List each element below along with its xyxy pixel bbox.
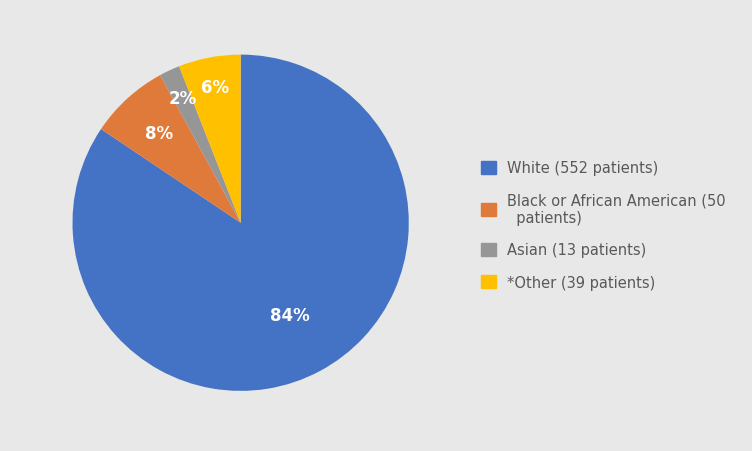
Wedge shape [160, 67, 241, 223]
Text: 84%: 84% [270, 306, 310, 324]
Text: 6%: 6% [201, 79, 229, 97]
Wedge shape [101, 76, 241, 223]
Text: 2%: 2% [168, 90, 196, 108]
Legend: White (552 patients), Black or African American (50
  patients), Asian (13 patie: White (552 patients), Black or African A… [481, 161, 726, 290]
Wedge shape [179, 55, 241, 223]
Wedge shape [72, 55, 409, 391]
Text: 8%: 8% [145, 125, 173, 143]
